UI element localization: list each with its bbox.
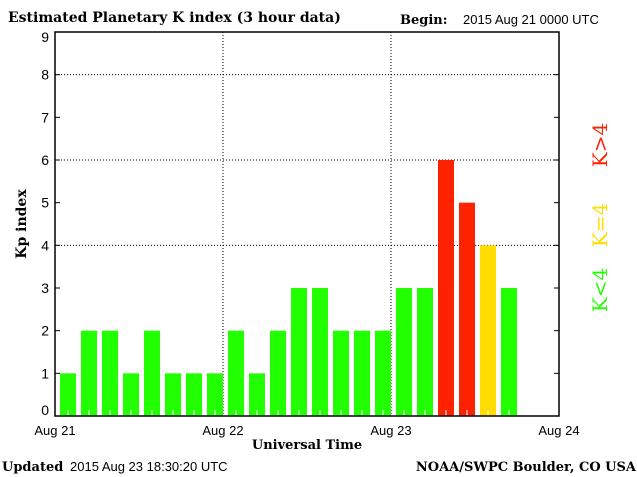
y-tick-label: 1 (41, 365, 49, 381)
y-tick-label: 8 (41, 67, 49, 83)
bar (417, 288, 433, 416)
chart-title: Estimated Planetary K index (3 hour data… (8, 10, 341, 26)
y-tick-label: 6 (41, 152, 49, 168)
bar (396, 288, 412, 416)
y-tick-label: 7 (41, 109, 49, 125)
bar (228, 330, 244, 416)
y-axis: 0 1 2 3 4 5 6 7 8 9 (41, 29, 559, 418)
bars (60, 160, 517, 416)
y-axis-label: Kp index (14, 189, 30, 259)
bar (123, 373, 139, 416)
begin-label: Begin: (400, 13, 448, 28)
begin-value: 2015 Aug 21 0000 UTC (463, 12, 599, 27)
y-tick-label: 2 (41, 323, 49, 339)
x-tick-label: Aug 22 (202, 423, 243, 438)
y-tick-label: 5 (41, 195, 49, 211)
y-tick-label: 3 (41, 280, 49, 296)
legend: K>4 K=4 K<4 (588, 123, 612, 312)
legend-item: K=4 (588, 203, 612, 247)
y-tick-label: 0 (41, 402, 49, 418)
source-label: NOAA/SWPC Boulder, CO USA (416, 460, 637, 475)
x-axis: Aug 21 Aug 22 Aug 23 Aug 24 (34, 423, 579, 438)
x-tick-label: Aug 24 (538, 423, 579, 438)
bar (249, 373, 265, 416)
bar (375, 330, 391, 416)
bar (501, 288, 517, 416)
bar (60, 373, 76, 416)
y-tick-label: 4 (41, 237, 49, 253)
plot-frame (54, 31, 560, 417)
legend-item: K>4 (588, 123, 612, 167)
x-axis-label: Universal Time (252, 438, 362, 453)
bar (354, 330, 370, 416)
bar (438, 160, 454, 416)
bar (165, 373, 181, 416)
legend-item: K<4 (588, 268, 612, 312)
bar (102, 330, 118, 416)
bar (270, 330, 286, 416)
x-tick-label: Aug 23 (370, 423, 411, 438)
bar (312, 288, 328, 416)
updated-label: Updated (2, 460, 63, 475)
bar (333, 330, 349, 416)
updated-value: 2015 Aug 23 18:30:20 UTC (70, 459, 228, 474)
bar (480, 245, 496, 416)
bar (459, 202, 475, 416)
bar (81, 330, 97, 416)
bar (186, 373, 202, 416)
bar (291, 288, 307, 416)
y-tick-label: 9 (41, 29, 49, 45)
bar (207, 373, 223, 416)
x-tick-label: Aug 21 (34, 423, 75, 438)
bar (144, 330, 160, 416)
